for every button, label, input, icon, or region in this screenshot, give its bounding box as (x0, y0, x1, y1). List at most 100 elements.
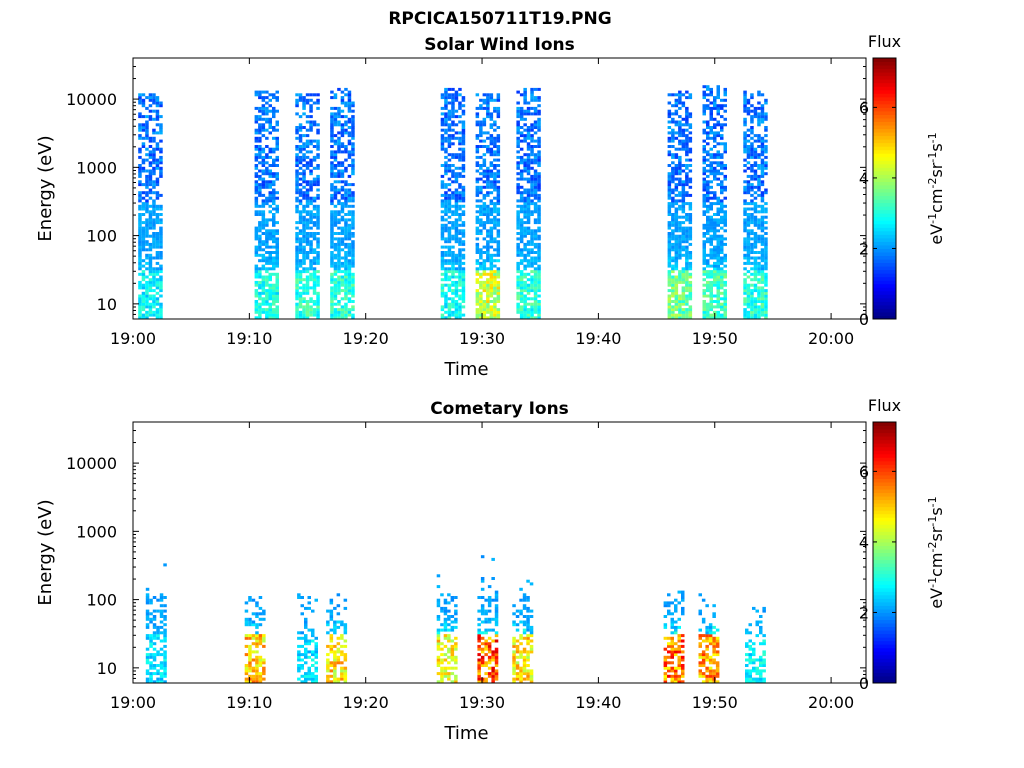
flux-cell (685, 256, 689, 260)
flux-cell (671, 145, 675, 148)
flux-cell (523, 101, 527, 105)
flux-cell (440, 234, 445, 238)
flux-cell (533, 242, 538, 246)
flux-cell (519, 305, 524, 309)
flux-cell (138, 245, 142, 249)
flux-cell (265, 218, 269, 222)
flux-cell (484, 598, 488, 602)
flux-cell (305, 310, 310, 314)
flux-cell (258, 183, 262, 187)
flux-cell (451, 191, 455, 195)
flux-cell (275, 158, 279, 162)
flux-cell (743, 210, 747, 214)
flux-cell (145, 636, 150, 640)
flux-cell (515, 609, 520, 613)
flux-cell (519, 316, 524, 320)
flux-cell (451, 256, 455, 260)
flux-cell (716, 123, 720, 127)
flux-cell (148, 139, 153, 143)
flux-cell (159, 234, 163, 238)
flux-cell (677, 661, 681, 665)
flux-cell (145, 232, 149, 235)
flux-cell (337, 264, 341, 268)
flux-cell (685, 172, 689, 176)
flux-cell (723, 313, 727, 317)
flux-cell (493, 210, 497, 214)
flux-cell (336, 612, 341, 616)
flux-cell (444, 90, 448, 94)
flux-cell (533, 229, 538, 233)
flux-cell (537, 177, 541, 181)
flux-cell (447, 234, 452, 238)
flux-cell (155, 251, 160, 254)
flux-cell (523, 234, 527, 238)
flux-cell (344, 115, 348, 119)
colorbar-segment (873, 280, 896, 285)
flux-cell (314, 650, 318, 654)
flux-cell (743, 289, 747, 293)
flux-cell (138, 237, 142, 241)
flux-cell (440, 291, 445, 295)
flux-cell (163, 644, 167, 648)
flux-cell (667, 204, 672, 208)
flux-cell (482, 117, 487, 121)
flux-cell (138, 305, 142, 309)
flux-cell (674, 253, 679, 257)
flux-cell (533, 267, 538, 271)
flux-cell (519, 161, 524, 165)
flux-cell (533, 278, 538, 282)
flux-cell (670, 669, 674, 673)
flux-cell (347, 297, 352, 301)
flux-cell (329, 615, 334, 618)
flux-cell (496, 210, 501, 214)
flux-cell (254, 245, 259, 249)
flux-cell (670, 617, 674, 621)
flux-cell (753, 256, 758, 260)
flux-cell (305, 270, 310, 274)
flux-cell (312, 275, 317, 279)
flux-cell (522, 647, 527, 651)
flux-cell (671, 291, 675, 295)
flux-cell (746, 166, 751, 170)
flux-cell (530, 302, 534, 306)
flux-cell (760, 120, 765, 124)
flux-cell (674, 674, 678, 678)
flux-cell (149, 601, 153, 605)
flux-cell (451, 109, 455, 113)
flux-cell (479, 207, 483, 211)
flux-cell (743, 283, 747, 287)
flux-cell (255, 623, 259, 627)
flux-cell (709, 172, 713, 176)
flux-cell (706, 259, 710, 263)
flux-cell (333, 172, 338, 176)
flux-cell (447, 593, 451, 597)
flux-cell (145, 226, 149, 230)
flux-cell (152, 289, 156, 293)
flux-cell (336, 650, 341, 654)
flux-cell (440, 606, 444, 610)
flux-cell (138, 101, 142, 105)
flux-cell (706, 185, 710, 189)
flux-cell (475, 177, 480, 181)
flux-cell (454, 90, 459, 94)
flux-cell (479, 313, 483, 317)
flux-cell (454, 232, 459, 235)
flux-cell (347, 237, 352, 241)
flux-cell (451, 245, 455, 249)
flux-cell (261, 123, 266, 127)
flux-cell (163, 623, 167, 627)
flux-cell (443, 623, 448, 627)
flux-cell (760, 302, 765, 306)
flux-cell (720, 280, 724, 284)
flux-cell (333, 606, 337, 610)
flux-cell (753, 240, 758, 244)
flux-cell (251, 642, 256, 646)
flux-cell (681, 639, 685, 643)
flux-cell (685, 136, 689, 140)
flux-cell (484, 647, 488, 651)
flux-cell (688, 221, 693, 225)
flux-cell (337, 150, 341, 154)
flux-cell (723, 196, 727, 200)
flux-cell (713, 267, 717, 271)
flux-cell (516, 120, 520, 124)
